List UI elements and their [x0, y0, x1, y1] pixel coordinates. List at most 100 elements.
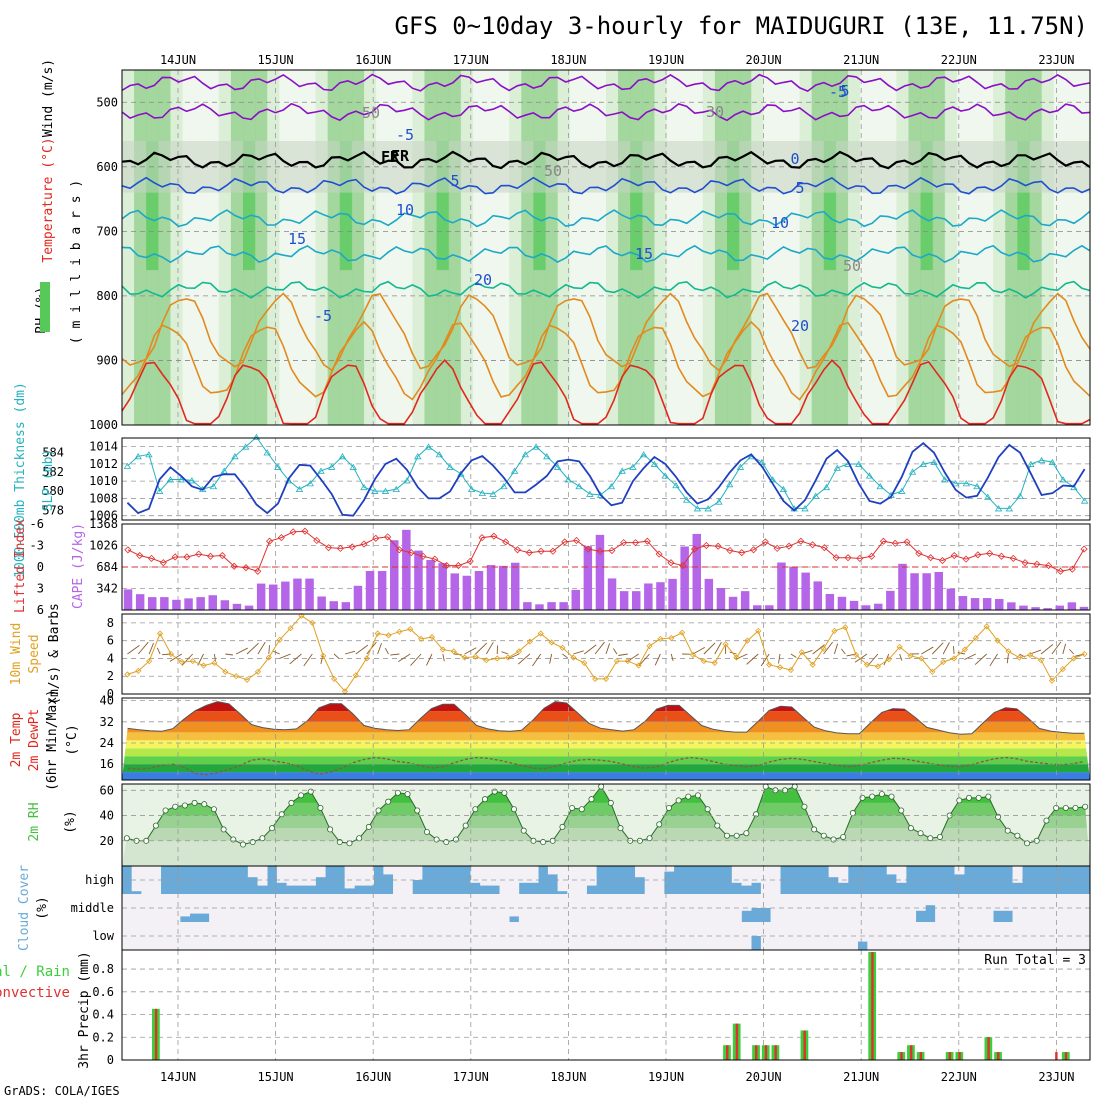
lifted-point — [714, 542, 722, 550]
lifted-point — [360, 540, 368, 548]
cloud-gap — [160, 922, 171, 950]
bottom-day-label: 16JUN — [355, 1070, 391, 1084]
thickness-point — [736, 463, 745, 470]
cape-bar — [353, 585, 363, 610]
bottom-day-label: 19JUN — [648, 1070, 684, 1084]
cloud-gap — [305, 922, 316, 950]
wind-axis-label-1: 10m Wind — [9, 623, 24, 686]
thickness-point — [607, 482, 616, 490]
rh-shade-column — [485, 70, 498, 425]
cloud-gap — [393, 866, 404, 894]
cloud-gap — [906, 894, 917, 922]
lifted-point — [336, 544, 344, 552]
rh-shade-column — [497, 70, 510, 425]
wind-speed-point — [570, 654, 577, 661]
wind-barb — [344, 650, 356, 655]
wind-barb — [854, 653, 868, 663]
rh-point — [975, 794, 982, 801]
thickness-point — [1080, 497, 1089, 504]
wind-speed-point — [711, 659, 718, 666]
cloud-gap — [1070, 894, 1081, 922]
pressure-units-label: ( m i l l i b a r s ) — [69, 180, 84, 344]
cloud-gap — [751, 922, 762, 936]
wind-barb — [760, 653, 770, 667]
lifted-point — [1068, 565, 1076, 573]
wind-barb — [573, 650, 584, 655]
rh-tick-label: 20 — [100, 834, 114, 848]
wind-speed-point — [439, 646, 446, 653]
cloud-gap — [906, 922, 917, 950]
rh-point — [598, 783, 605, 790]
cloud-gap — [731, 866, 742, 883]
thickness-point — [1027, 460, 1035, 467]
lifted-tick-label: -6 — [30, 517, 44, 531]
cloud-gap — [944, 922, 955, 950]
rh-point — [520, 827, 527, 834]
lifted-point — [561, 538, 569, 546]
wind-barb — [355, 644, 369, 655]
cloud-gap — [276, 866, 287, 883]
cloud-gap — [276, 894, 287, 922]
rh-point — [743, 830, 750, 837]
temp-tick-label: 16 — [100, 757, 114, 771]
precip-conv-bar — [1064, 1052, 1068, 1060]
cape-bar — [438, 563, 447, 610]
cloud-gap — [547, 922, 558, 950]
thickness-axis-label: 1000-500mb Thickness (dm) — [13, 382, 28, 578]
isotherm-line — [121, 359, 1091, 425]
lifted-point — [809, 541, 817, 549]
wind-speed-point — [896, 643, 903, 650]
thickness-point — [241, 443, 250, 450]
contour-label: 10 — [771, 214, 789, 232]
contour-label: 10 — [396, 201, 414, 219]
lifted-point — [761, 538, 769, 546]
rh-point — [753, 811, 760, 818]
cape-bar — [535, 604, 544, 610]
cape-bar — [148, 597, 157, 610]
lifted-point — [230, 562, 238, 570]
cape-tick-label: 342 — [96, 582, 118, 596]
cloud-gap — [770, 894, 781, 922]
cloud-gap — [896, 922, 907, 950]
cloud-gap — [780, 922, 791, 950]
cape-bar — [922, 573, 931, 610]
wind-speed-point — [124, 671, 131, 678]
cloud-gap — [1041, 894, 1052, 922]
thickness-point — [898, 487, 906, 494]
rh-point — [433, 836, 440, 843]
wind-speed-point — [526, 638, 533, 645]
legend-conv-label: Convective — [0, 985, 70, 1001]
rh-point — [540, 839, 547, 846]
top-day-label: 16JUN — [355, 53, 391, 67]
wind-speed-point — [287, 625, 294, 632]
wind-speed-point — [863, 661, 871, 668]
cape-bar — [886, 590, 895, 610]
thickness-point — [908, 468, 917, 475]
lifted-point — [218, 551, 226, 560]
cloud-gap — [141, 866, 152, 894]
pressure-tick-label: 1000 — [89, 418, 118, 432]
rh-shade-column — [182, 70, 196, 425]
wind-barb — [670, 653, 674, 662]
cape-bar — [341, 602, 351, 610]
wind-speed-point — [983, 623, 990, 630]
cloud-gap — [780, 894, 791, 922]
thickness-point — [467, 485, 476, 493]
rh-point — [220, 826, 227, 833]
lifted-point — [183, 553, 191, 561]
cloud-gap — [1022, 894, 1033, 922]
wind-speed-point — [613, 658, 620, 665]
thickness-point — [231, 453, 239, 460]
cloud-gap — [799, 894, 810, 922]
cloud-gap — [257, 894, 268, 922]
rh-shade-column — [400, 70, 413, 425]
cloud-gap — [1051, 922, 1062, 950]
cloud-gap — [315, 866, 326, 878]
temp-axis-label-3: (6hr Min/Max) — [45, 689, 60, 791]
wind-speed-point — [211, 659, 218, 666]
cloud-gap — [257, 866, 268, 886]
cloud-gap — [644, 866, 655, 894]
thickness-tick-label: 582 — [42, 465, 64, 479]
cloud-gap — [1041, 922, 1052, 950]
rh-shade-column — [969, 70, 982, 425]
